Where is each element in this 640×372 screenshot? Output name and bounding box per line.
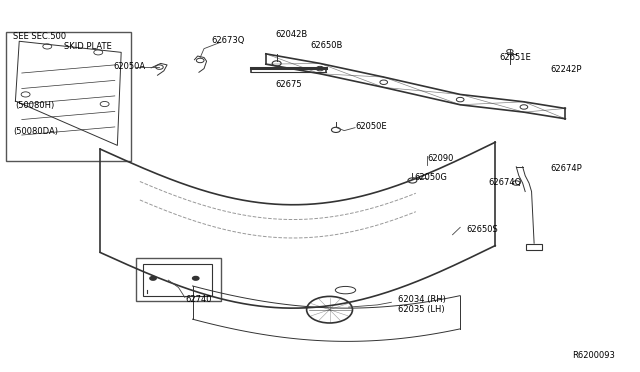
Text: SKID PLATE: SKID PLATE	[64, 42, 111, 51]
Bar	[136, 258, 221, 301]
Text: 62675: 62675	[275, 80, 302, 89]
Text: 62050A: 62050A	[113, 61, 145, 71]
Text: 62042B: 62042B	[275, 30, 308, 39]
Circle shape	[193, 276, 199, 280]
Text: 62740: 62740	[185, 295, 211, 304]
Text: (50080DA): (50080DA)	[13, 127, 58, 136]
Text: 62050E: 62050E	[355, 122, 387, 131]
Text: 62650S: 62650S	[467, 225, 499, 234]
Text: 62242P: 62242P	[550, 65, 582, 74]
Text: 62673Q: 62673Q	[212, 36, 245, 45]
Bar	[143, 263, 212, 296]
Bar	[527, 244, 541, 250]
Text: SEE SEC.500: SEE SEC.500	[13, 32, 66, 41]
Bar	[6, 32, 131, 161]
Text: (50080H): (50080H)	[15, 101, 54, 110]
Text: 62034 (RH): 62034 (RH)	[397, 295, 445, 304]
Text: 62650B: 62650B	[310, 41, 343, 50]
Text: 62090: 62090	[427, 154, 453, 163]
Text: 62674P: 62674P	[550, 164, 582, 173]
Text: 62035 (LH): 62035 (LH)	[397, 305, 444, 314]
Text: 62050G: 62050G	[414, 173, 447, 182]
Circle shape	[150, 276, 156, 280]
Text: R6200093: R6200093	[572, 350, 614, 360]
Text: 62674Q: 62674Q	[489, 178, 522, 187]
Text: 62651E: 62651E	[500, 53, 531, 62]
